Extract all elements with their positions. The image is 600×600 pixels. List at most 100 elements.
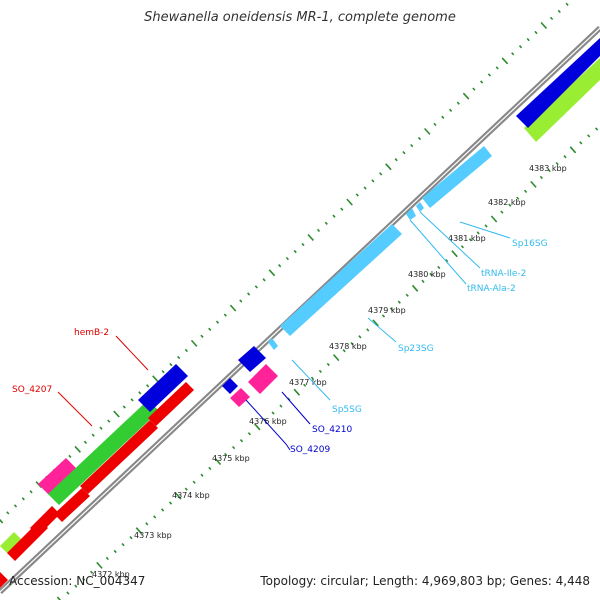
major-tick — [530, 180, 537, 188]
minor-tick — [21, 497, 25, 501]
gene-label-Sp5SG: Sp5SG — [332, 405, 362, 415]
minor-tick — [208, 327, 212, 331]
minor-tick — [254, 285, 258, 289]
feature-magenta-SO_4209 — [230, 388, 250, 407]
minor-tick — [595, 127, 599, 131]
minor-tick — [355, 193, 359, 197]
minor-tick — [363, 186, 367, 190]
major-tick — [293, 388, 300, 396]
genome-summary-text: Topology: circular; Length: 4,969,803 bp… — [260, 574, 590, 588]
major-tick — [214, 457, 222, 466]
major-tick — [113, 410, 120, 418]
gene-label-Sp23SG: Sp23SG — [398, 344, 434, 354]
minor-tick — [184, 348, 189, 353]
minor-tick — [160, 508, 165, 512]
feature-rna-Sp16SG — [422, 146, 492, 208]
tick-label-4375: 4375 kbp — [212, 454, 250, 463]
minor-tick — [184, 487, 188, 491]
minor-tick — [366, 328, 370, 332]
minor-tick — [433, 122, 437, 127]
minor-tick — [445, 258, 449, 263]
minor-tick — [448, 108, 453, 112]
feature-magenta-left — [38, 458, 77, 495]
minor-tick — [121, 542, 125, 547]
tick-label-4374: 4374 kbp — [172, 491, 210, 500]
minor-tick — [82, 577, 86, 581]
minor-tick — [83, 440, 88, 444]
feature-magenta-small — [248, 364, 278, 394]
leader-SO_4210 — [281, 391, 311, 425]
tick-label-4382: 4382 kbp — [488, 198, 526, 207]
major-tick — [385, 163, 392, 171]
major-tick — [268, 269, 276, 277]
minor-tick — [278, 264, 282, 268]
minor-tick — [29, 490, 33, 494]
minor-tick — [146, 384, 150, 388]
feature-rna-Sp23SG — [280, 224, 402, 336]
corner-red-marker — [0, 572, 8, 588]
minor-tick — [107, 419, 111, 423]
minor-tick — [480, 80, 484, 84]
feature-red-strand-3 — [54, 488, 90, 522]
gene-label-SO_4207: SO_4207 — [12, 385, 52, 395]
minor-tick — [66, 591, 70, 595]
minor-tick — [476, 231, 480, 235]
minor-tick — [539, 175, 544, 180]
feature-lime-right — [524, 58, 600, 142]
minor-tick — [302, 383, 307, 387]
leader-tRNA-Ala-2 — [409, 219, 467, 285]
minor-tick — [381, 314, 386, 318]
minor-tick — [318, 369, 322, 374]
minor-tick — [279, 404, 283, 408]
major-tick — [451, 250, 458, 258]
tick-label-4378: 4378 kbp — [329, 342, 367, 351]
minor-tick — [91, 433, 95, 437]
reverse-strand-features — [0, 58, 600, 561]
minor-tick — [456, 101, 460, 105]
minor-tick — [484, 224, 488, 228]
tick-label-4381: 4381 kbp — [448, 234, 486, 243]
minor-tick — [563, 155, 567, 159]
minor-tick — [177, 355, 181, 360]
gene-label-SO_4209: SO_4209 — [290, 445, 330, 455]
minor-tick — [460, 245, 465, 249]
minor-tick — [534, 30, 538, 35]
minor-tick — [547, 168, 551, 173]
minor-tick — [13, 504, 18, 508]
forward-strand-features — [138, 38, 600, 412]
minor-tick — [224, 452, 228, 457]
major-tick — [372, 319, 379, 327]
feature-blue-small — [238, 346, 266, 372]
minor-tick — [90, 570, 94, 574]
minor-tick — [405, 293, 409, 297]
minor-tick — [105, 556, 109, 561]
feature-blue-SO_4210 — [222, 378, 238, 394]
accession-text: Accession: NC_004347 — [9, 574, 146, 588]
minor-tick — [208, 466, 212, 471]
major-tick — [462, 92, 470, 100]
tick-label-4372: 4372 kbp — [92, 570, 130, 579]
major-tick — [0, 518, 4, 524]
major-tick — [152, 375, 159, 383]
minor-tick — [472, 87, 476, 91]
gene-label-Sp16SG: Sp16SG — [512, 239, 548, 249]
feature-rna-tRNA-Ile-2 — [416, 202, 424, 212]
minor-tick — [153, 515, 157, 519]
gene-label-group: hemB-2 SO_4207 SO_4209 SO_4210 Sp5SG Sp2… — [12, 239, 548, 455]
minor-tick — [247, 432, 252, 436]
map-title: Shewanella oneidensis MR-1, complete gen… — [144, 10, 456, 25]
minor-tick — [579, 141, 583, 145]
major-tick — [96, 561, 103, 569]
leader-SO_4209 — [245, 399, 291, 451]
minor-tick — [340, 207, 344, 211]
feature-red-hemB-2 — [148, 382, 194, 426]
minor-tick — [437, 265, 441, 270]
feature-red-strand-2 — [30, 506, 60, 536]
minor-tick — [549, 16, 554, 21]
minor-tick — [487, 73, 492, 77]
minor-tick — [223, 313, 227, 317]
minor-tick — [122, 405, 126, 409]
major-tick — [74, 445, 81, 453]
major-tick — [254, 423, 261, 431]
